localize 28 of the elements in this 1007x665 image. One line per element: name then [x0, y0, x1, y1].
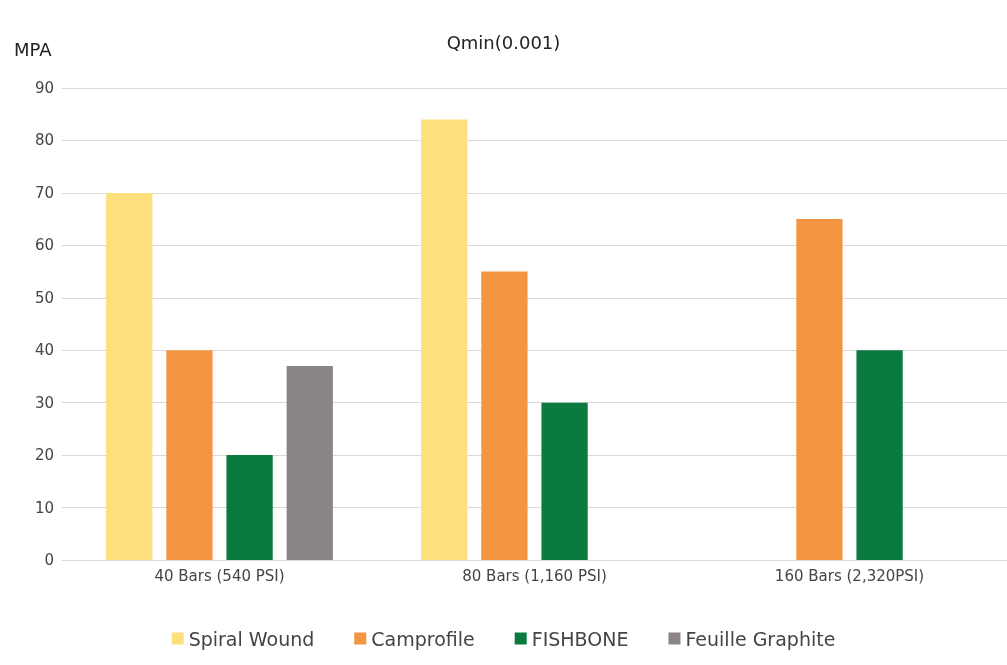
- bar: [856, 350, 903, 560]
- bar: [481, 271, 528, 560]
- chart-title: Qmin(0.001): [446, 31, 561, 53]
- y-tick-label: 60: [34, 236, 54, 255]
- bar: [796, 219, 843, 560]
- bar: [421, 119, 468, 560]
- y-tick-label: 90: [34, 79, 54, 97]
- y-tick-label: 80: [34, 131, 54, 150]
- y-tick-label: 50: [34, 288, 54, 307]
- legend-label: Feuille Graphite: [685, 627, 836, 650]
- bar: [286, 365, 333, 560]
- y-tick-label: 20: [34, 446, 54, 465]
- x-tick-label: 80 Bars (1,160 PSI): [462, 566, 607, 585]
- y-axis-title: MPA: [14, 38, 53, 60]
- y-tick-label: 10: [34, 498, 54, 517]
- y-tick-label: 30: [34, 393, 54, 412]
- bar: [106, 192, 153, 560]
- bar: [166, 350, 213, 560]
- y-tick-label: 0: [44, 551, 54, 569]
- legend-label: Spiral Wound: [188, 627, 315, 650]
- bar: [226, 455, 273, 560]
- x-tick-label: 160 Bars (2,320PSI): [774, 566, 925, 585]
- y-tick-label: 70: [34, 183, 54, 202]
- legend-label: Camprofile: [371, 627, 475, 650]
- y-tick-label: 40: [34, 341, 54, 360]
- legend-label: FISHBONE: [531, 627, 629, 650]
- x-tick-label: 40 Bars (540 PSI): [154, 566, 285, 585]
- bar: [541, 402, 588, 560]
